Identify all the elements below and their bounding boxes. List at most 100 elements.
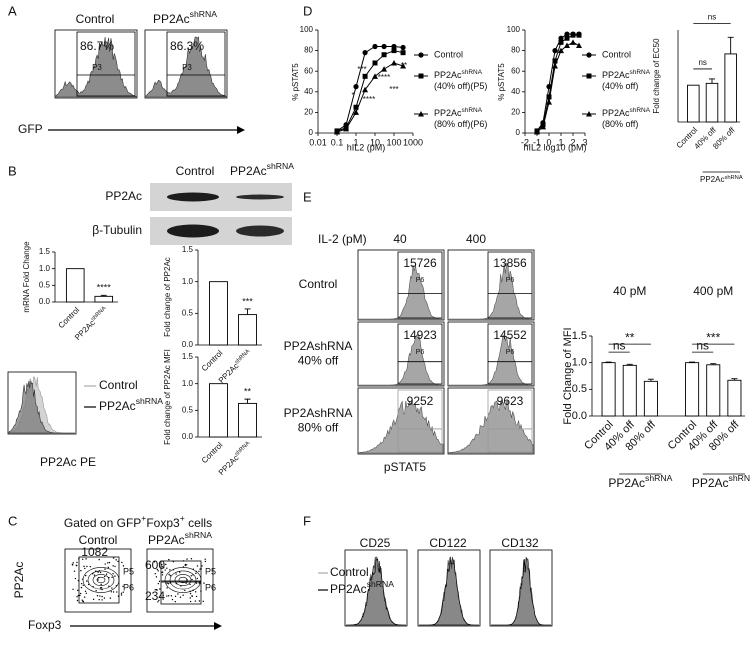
gate-label: P3: [92, 63, 102, 72]
event-dot: [179, 571, 181, 573]
y-axis-label: Fold change of EC50: [652, 38, 661, 114]
point: [552, 63, 558, 69]
event-dot: [93, 574, 96, 576]
event-dot: [96, 595, 99, 597]
event-dot: [158, 562, 161, 564]
event-dot: [114, 575, 116, 577]
legend-label: Control: [330, 565, 369, 579]
event-dot: [116, 591, 118, 593]
point: [372, 60, 378, 66]
event-dot: [199, 568, 201, 570]
text-part: PP2Ac: [153, 12, 190, 26]
event-dot: [185, 582, 187, 584]
frame: [146, 548, 214, 613]
histogram: [359, 334, 443, 386]
event-dot: [186, 558, 188, 560]
y-tick-label: 1.5: [182, 245, 194, 254]
significance: ****: [378, 73, 390, 82]
event-dot: [85, 592, 88, 595]
text-part: shRNA: [367, 579, 395, 589]
y-tick-label: 1.5: [572, 330, 587, 342]
column-label: 40: [393, 232, 407, 246]
text-part: PP2Ac: [602, 70, 630, 80]
event-dot: [101, 595, 103, 598]
legend-label: PP2AcshRNA (80% off)(P6): [434, 107, 487, 129]
event-dot: [117, 560, 119, 563]
significance: **: [401, 61, 407, 70]
significance: ns: [613, 338, 626, 352]
point: [391, 48, 397, 54]
blot-band: [236, 225, 284, 237]
event-dot: [190, 575, 192, 577]
event-dot: [111, 576, 113, 578]
y-axis-label: % pSTAT5: [497, 63, 506, 101]
histogram: [491, 558, 551, 626]
event-dot: [204, 560, 207, 563]
event-dot: [182, 594, 184, 596]
event-dot: [98, 598, 100, 601]
event-dot: [194, 591, 197, 593]
point: [570, 39, 576, 45]
point: [552, 48, 558, 54]
y-axis-label: Fold change of PP2Ac: [163, 257, 172, 337]
plot-title: PP2AcshRNA: [153, 9, 217, 26]
event-dot: [156, 568, 159, 571]
y-tick-label: 80: [304, 46, 313, 55]
error-bar: [710, 363, 717, 365]
event-dot: [103, 575, 106, 578]
event-dot: [175, 573, 177, 575]
y-axis-label: % pSTAT5: [291, 63, 300, 101]
significance: **: [244, 387, 252, 397]
panel-label: F: [303, 513, 311, 528]
frame: [489, 549, 553, 627]
event-dot: [161, 574, 164, 576]
plot-title: Gated on GFP+Foxp3+ cells: [64, 513, 212, 530]
y-axis-label: mRNA Fold Change: [22, 241, 31, 313]
series-line: [536, 33, 579, 132]
event-dot: [189, 583, 191, 586]
text-part: shRNA: [729, 473, 750, 483]
text-part: PP2Ac: [602, 108, 630, 118]
text-part: (40% off): [602, 81, 638, 91]
event-dot: [166, 587, 168, 589]
legend-label: Control: [99, 378, 138, 392]
event-dot: [89, 565, 92, 568]
event-dot: [99, 571, 102, 574]
y-tick-label: 0: [516, 128, 521, 137]
text-part: PP2Ac: [434, 70, 462, 80]
x-tick-label: 10: [370, 137, 380, 147]
histogram: [449, 334, 533, 386]
panel-label: B: [8, 163, 17, 178]
bar: [705, 82, 719, 123]
frame: [64, 548, 132, 613]
mfi-value: 13856: [493, 256, 527, 270]
y-tick-label: 1.5: [182, 352, 194, 361]
group-sublabel: PP2AcshRNA: [608, 473, 672, 490]
event-dot: [189, 600, 192, 603]
point: [362, 73, 368, 79]
event-dot: [73, 570, 76, 572]
event-dot: [202, 600, 204, 603]
text-part: shRNA: [234, 348, 251, 365]
event-dot: [154, 572, 157, 575]
y-tick-label: 0.0: [182, 432, 194, 441]
event-dot: [97, 579, 99, 581]
text-part: shRNA: [234, 440, 251, 457]
event-dot: [158, 599, 160, 602]
event-dot: [112, 557, 115, 559]
bar: [238, 314, 257, 346]
gate: [487, 323, 533, 385]
text-part: shRNA: [630, 107, 651, 114]
x-tick-label: -2: [521, 137, 529, 147]
histogram: [55, 36, 137, 98]
text-part: shRNA: [462, 107, 483, 114]
gate-label: P6: [416, 277, 425, 284]
y-axis-label: Fold Change of MFI: [562, 327, 574, 424]
y-tick-label: 0.5: [39, 280, 51, 289]
text-part: +: [180, 513, 185, 523]
event-dot: [162, 567, 165, 569]
histogram: [448, 400, 534, 454]
y-tick-label: 0.5: [182, 405, 194, 414]
axis-label: pSTAT5: [384, 460, 427, 474]
event-dot: [108, 585, 110, 587]
